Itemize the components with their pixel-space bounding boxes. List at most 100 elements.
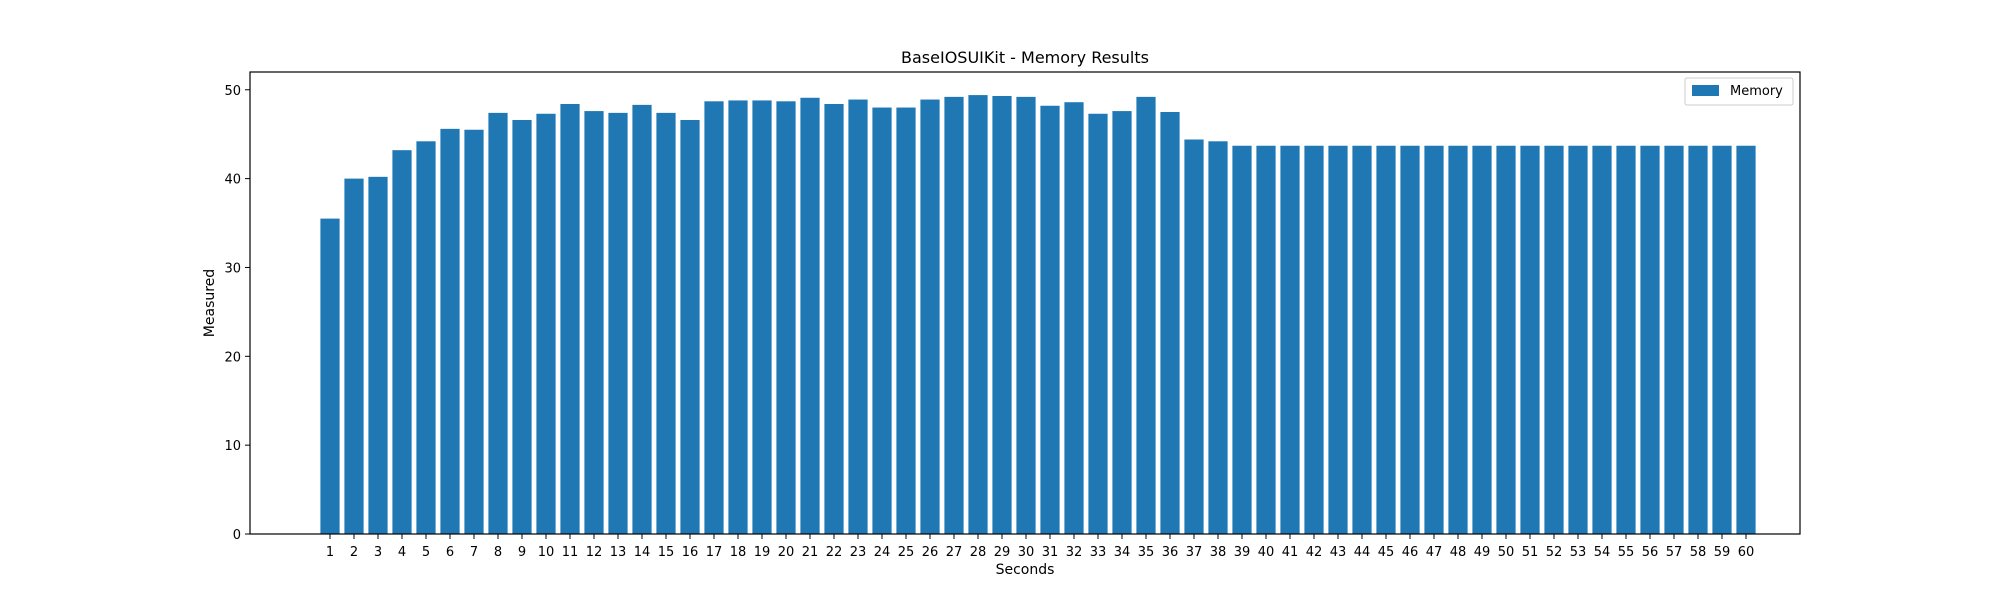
bar-38 [1208, 141, 1228, 535]
legend-swatch [1692, 85, 1719, 96]
x-tick-label: 18 [730, 545, 747, 560]
bar-8 [488, 112, 508, 535]
x-tick-label: 33 [1090, 545, 1107, 560]
x-tick-label: 22 [826, 545, 843, 560]
legend-label: Memory [1730, 84, 1783, 99]
bar-39 [1232, 145, 1252, 535]
bar-22 [824, 103, 844, 534]
bar-52 [1544, 145, 1564, 535]
x-tick-label: 41 [1282, 545, 1299, 560]
x-tick-label: 60 [1738, 545, 1755, 560]
bars-group [320, 95, 1756, 535]
bar-30 [1016, 96, 1036, 534]
bar-44 [1352, 145, 1372, 535]
x-tick-label: 32 [1066, 545, 1083, 560]
bar-47 [1424, 145, 1444, 535]
x-axis-title: Seconds [996, 562, 1055, 578]
bar-28 [968, 95, 988, 534]
y-tick-label: 30 [224, 261, 241, 276]
bar-13 [608, 112, 628, 535]
x-tick-label: 20 [778, 545, 795, 560]
x-tick-label: 8 [494, 545, 502, 560]
y-tick-label: 40 [224, 173, 241, 188]
bar-27 [944, 96, 964, 534]
x-tick-label: 52 [1546, 545, 1563, 560]
x-tick-label: 25 [898, 545, 915, 560]
bar-18 [728, 100, 748, 535]
x-tick-label: 15 [658, 545, 675, 560]
x-tick-label: 2 [350, 545, 358, 560]
x-tick-label: 57 [1666, 545, 1683, 560]
bar-48 [1448, 145, 1468, 535]
x-tick-label: 44 [1354, 545, 1371, 560]
x-tick-label: 30 [1018, 545, 1035, 560]
x-tick-label: 50 [1498, 545, 1515, 560]
x-tick-label: 34 [1114, 545, 1131, 560]
bar-45 [1376, 145, 1396, 535]
bar-6 [440, 128, 460, 535]
x-tick-label: 6 [446, 545, 454, 560]
x-tick-label: 56 [1642, 545, 1659, 560]
bar-25 [896, 107, 916, 534]
legend-box [1684, 77, 1794, 106]
x-tick-label: 1 [326, 545, 334, 560]
bar-3 [368, 176, 388, 534]
bar-49 [1472, 145, 1492, 535]
bar-14 [632, 104, 652, 535]
bar-17 [704, 101, 724, 534]
y-tick-label: 20 [224, 350, 241, 365]
x-tick-label: 59 [1714, 545, 1731, 560]
x-tick-label: 43 [1330, 545, 1347, 560]
bar-59 [1712, 145, 1732, 535]
x-tick-label: 11 [562, 545, 579, 560]
x-tick-label: 27 [946, 545, 963, 560]
bar-56 [1640, 145, 1660, 535]
legend: Memory [1684, 77, 1794, 106]
bar-12 [584, 111, 604, 534]
bar-9 [512, 119, 532, 534]
x-tick-label: 3 [374, 545, 382, 560]
x-tick-label: 12 [586, 545, 603, 560]
bar-35 [1136, 96, 1156, 534]
bar-7 [464, 129, 484, 534]
y-tick-label: 0 [233, 528, 241, 543]
x-tick-label: 14 [634, 545, 651, 560]
x-tick-label: 37 [1186, 545, 1203, 560]
bar-16 [680, 119, 700, 534]
x-tick-label: 39 [1234, 545, 1251, 560]
bar-1 [320, 218, 340, 534]
bar-19 [752, 100, 772, 535]
x-tick-label: 35 [1138, 545, 1155, 560]
y-tick-label: 50 [224, 84, 241, 99]
x-tick-label: 24 [874, 545, 891, 560]
bar-29 [992, 95, 1012, 535]
bar-55 [1616, 145, 1636, 535]
bar-34 [1112, 111, 1132, 534]
bar-21 [800, 97, 820, 535]
bar-46 [1400, 145, 1420, 535]
bar-40 [1256, 145, 1276, 535]
x-tick-label: 45 [1378, 545, 1395, 560]
x-tick-label: 58 [1690, 545, 1707, 560]
bar-2 [344, 178, 364, 534]
x-tick-label: 51 [1522, 545, 1539, 560]
bar-33 [1088, 113, 1108, 534]
x-tick-label: 38 [1210, 545, 1227, 560]
bar-50 [1496, 145, 1516, 535]
x-tick-label: 49 [1474, 545, 1491, 560]
x-tick-label: 55 [1618, 545, 1635, 560]
bar-37 [1184, 139, 1204, 534]
x-tick-label: 36 [1162, 545, 1179, 560]
x-tick-label: 4 [398, 545, 406, 560]
x-tick-label: 48 [1450, 545, 1467, 560]
x-tick-label: 21 [802, 545, 819, 560]
chart-title: BaseIOSUIKit - Memory Results [901, 48, 1149, 67]
bar-42 [1304, 145, 1324, 535]
bar-5 [416, 141, 436, 535]
x-tick-label: 42 [1306, 545, 1323, 560]
bar-23 [848, 99, 868, 534]
bar-20 [776, 101, 796, 534]
x-tick-label: 5 [422, 545, 430, 560]
bar-26 [920, 99, 940, 534]
